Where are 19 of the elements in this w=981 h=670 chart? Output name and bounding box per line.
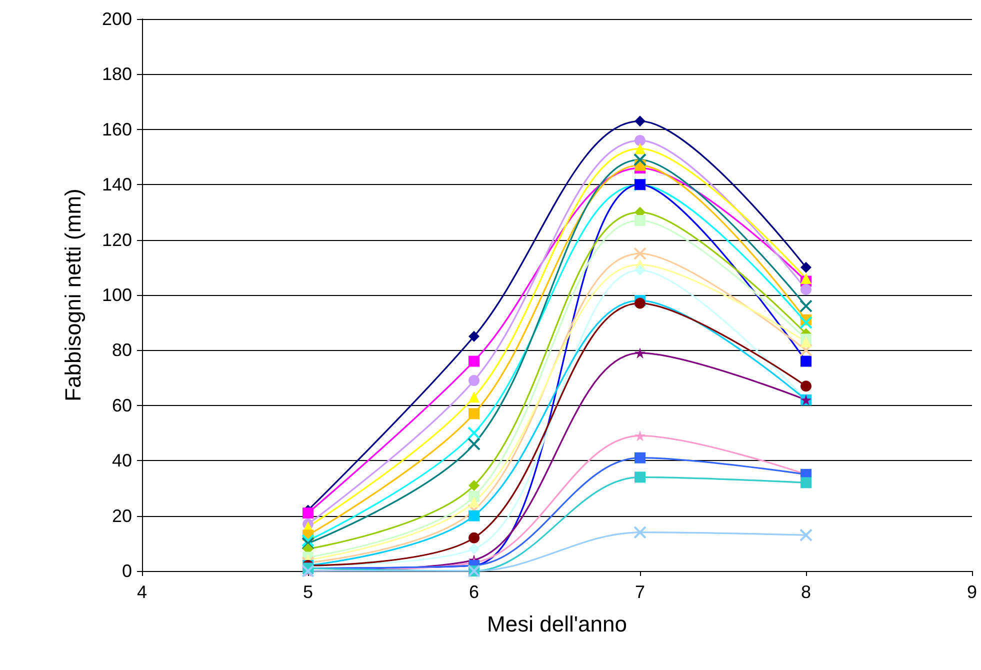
y-tick-label: 140 <box>102 174 132 195</box>
x-tick-label: 6 <box>468 582 480 602</box>
y-tick-label: 180 <box>102 64 132 84</box>
y-tick-label: 80 <box>112 340 132 360</box>
y-tick-label: 40 <box>112 450 132 471</box>
x-tick-label: 9 <box>966 582 978 602</box>
y-tick-label: 20 <box>112 506 132 526</box>
y-tick-label: 0 <box>122 561 132 581</box>
y-tick-label: 60 <box>112 395 132 416</box>
x-tick-label: 7 <box>634 582 646 602</box>
y-axis-title: Fabbisogni netti (mm) <box>60 188 86 402</box>
x-axis-title: Mesi dell'anno <box>487 612 627 636</box>
y-tick-label: 100 <box>102 285 132 305</box>
x-tick-label: 4 <box>136 582 148 602</box>
y-tick-label: 200 <box>102 9 132 29</box>
y-tick-label: 120 <box>102 230 132 250</box>
y-tick-label: 160 <box>102 119 132 140</box>
x-tick-label: 5 <box>302 582 314 602</box>
x-tick-label: 8 <box>800 582 812 602</box>
